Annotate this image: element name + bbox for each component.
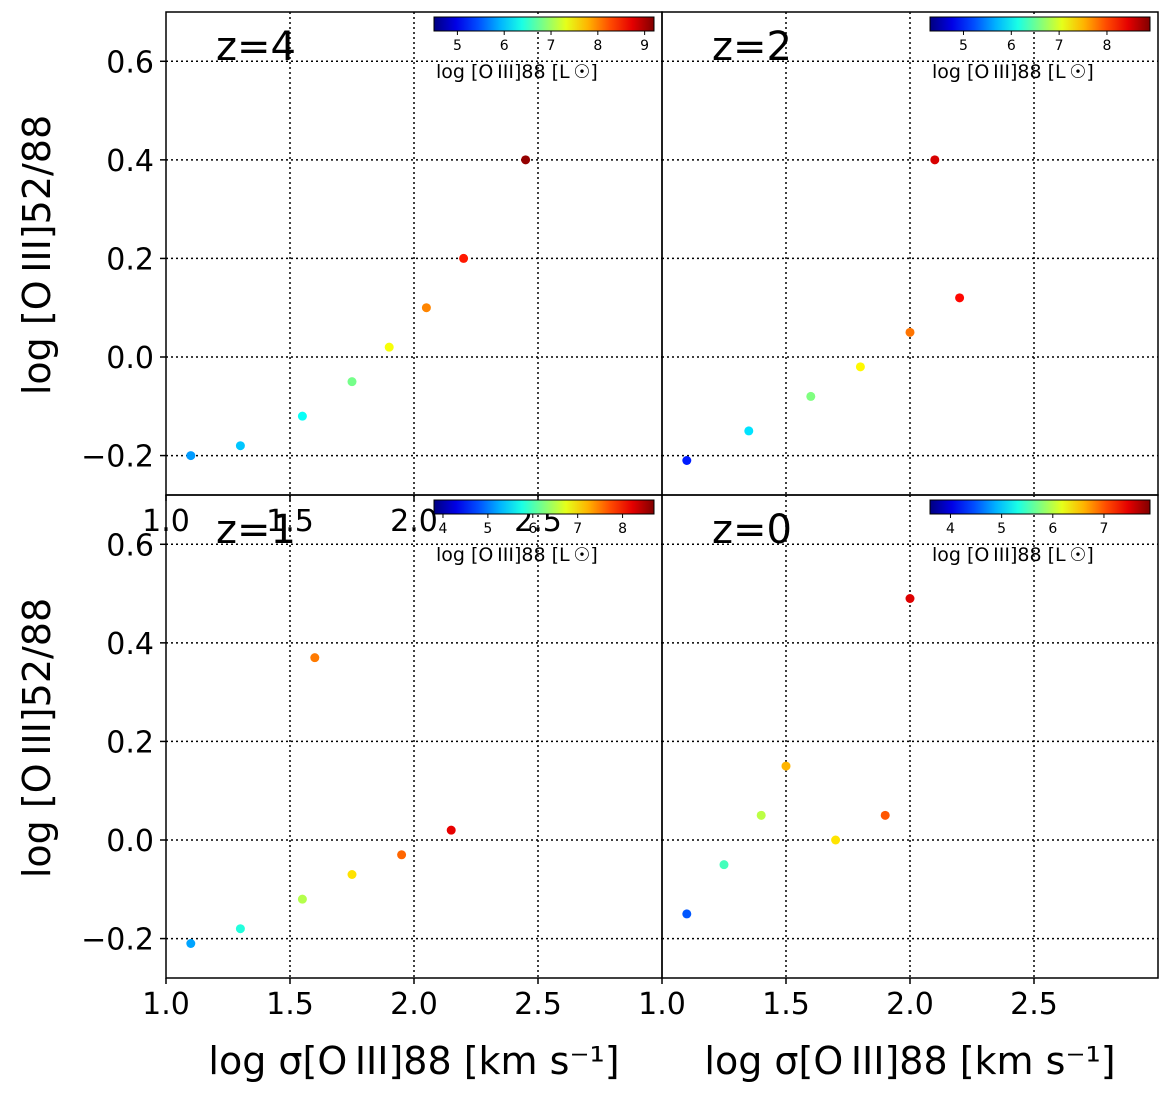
colorbar-tick-label: 8	[618, 521, 627, 537]
y-tick-label: 0.4	[106, 144, 154, 179]
y-tick-label: −0.2	[81, 440, 154, 475]
data-point	[521, 155, 531, 165]
data-point	[781, 761, 791, 771]
colorbar-tick-label: 7	[573, 521, 582, 537]
colorbar-tick-label: 5	[483, 521, 492, 537]
data-point	[905, 327, 915, 337]
colorbar-tick-label: 6	[500, 38, 509, 54]
points-z=0	[682, 594, 915, 919]
x-axis-label-left: log σ[O III]88 [km s⁻¹]	[208, 1039, 619, 1083]
data-point	[297, 894, 307, 904]
data-point	[446, 825, 456, 835]
data-point	[719, 860, 729, 870]
panel-z=4: z=4 5 6 7 8 9 log [O III]88 [L ☉] −0.2 0.0 0.2 0.4…	[81, 11, 663, 539]
colorbar	[433, 16, 655, 32]
x-tick-label: 2.0	[390, 987, 438, 1022]
colorbar-tick-label: 6	[1007, 38, 1016, 54]
y-tick-label: −0.2	[81, 923, 154, 958]
x-tick-label: 1.0	[638, 987, 686, 1022]
colorbar-tick-label: 7	[1099, 521, 1108, 537]
panel-label: z=0	[712, 507, 792, 553]
data-point	[756, 810, 766, 820]
colorbar-label: log [O III]88 [L ☉]	[436, 544, 598, 566]
points-z=2	[682, 155, 965, 465]
panel-label: z=4	[216, 24, 296, 70]
x-tick-label: 2.5	[514, 987, 562, 1022]
data-point	[186, 939, 196, 948]
outer-labels: log [O III]52/88 log [O III]52/88 log σ[…	[15, 115, 1116, 1083]
colorbar-tick-label: 6	[1048, 521, 1057, 537]
colorbar-tick-label: 5	[997, 521, 1006, 537]
colorbar-tick-label: 4	[439, 521, 448, 537]
colorbar-tick-label: 7	[1055, 38, 1064, 54]
colorbar-tick-label: 5	[453, 38, 462, 54]
colorbar	[433, 499, 655, 515]
y-tick-label: 0.6	[106, 528, 154, 563]
data-point	[682, 909, 692, 919]
points-z=1	[186, 653, 456, 948]
colorbar-tick-label: 6	[528, 521, 537, 537]
panel-z=2: z=2 5 6 7 8 log [O III]88 [L ☉]	[661, 11, 1159, 496]
data-point	[347, 377, 357, 387]
y-tick-label: 0.2	[106, 725, 154, 760]
data-point	[682, 456, 692, 465]
colorbar-label: log [O III]88 [L ☉]	[932, 544, 1094, 566]
colorbar-label: log [O III]88 [L ☉]	[436, 61, 598, 83]
data-point	[930, 155, 940, 165]
colorbar-tick-label: 7	[547, 38, 556, 54]
colorbar-label: log [O III]88 [L ☉]	[932, 61, 1094, 83]
y-tick-label: 0.0	[106, 341, 154, 376]
y-tick-label: 0.2	[106, 242, 154, 277]
panel-z=1: z=1 4 5 6 7 8 log [O III]88 [L ☉] −0.2 0.0 0.2 0.4…	[81, 494, 663, 1022]
data-point	[310, 653, 320, 663]
y-tick-label: 0.0	[106, 824, 154, 859]
data-point	[186, 451, 196, 461]
x-tick-label: 1.0	[142, 987, 190, 1022]
data-point	[235, 441, 245, 451]
data-point	[397, 850, 407, 860]
points-z=4	[186, 155, 531, 461]
panel-label: z=2	[712, 24, 792, 70]
y-axis-label-top: log [O III]52/88	[15, 115, 59, 395]
y-tick-label: 0.6	[106, 45, 154, 80]
x-tick-label: 1.5	[266, 987, 314, 1022]
colorbar-tick-label: 8	[593, 38, 602, 54]
data-point	[297, 411, 307, 421]
x-axis-label-right: log σ[O III]88 [km s⁻¹]	[704, 1039, 1115, 1083]
data-point	[855, 362, 865, 372]
panel-z=0: z=0 4 5 6 7 log [O III]88 [L ☉] 1.0 1.5 2.0 2.5	[638, 494, 1159, 1022]
colorbar-tick-label: 5	[959, 38, 968, 54]
x-tick-label: 2.0	[886, 987, 934, 1022]
data-point	[347, 870, 357, 879]
panel-label: z=1	[216, 507, 296, 553]
data-point	[955, 293, 965, 303]
x-tick-label: 2.5	[1010, 987, 1058, 1022]
data-point	[459, 253, 469, 263]
colorbar-tick-label: 8	[1102, 38, 1111, 54]
colorbar	[929, 499, 1151, 515]
y-axis-label-bottom: log [O III]52/88	[15, 598, 59, 878]
data-point	[880, 810, 890, 820]
colorbar-tick-label: 4	[946, 521, 955, 537]
data-point	[905, 594, 915, 603]
data-point	[806, 391, 816, 401]
panels-group: z=4 5 6 7 8 9 log [O III]88 [L ☉] −0.2 0.0 0.2 0.4…	[81, 11, 1159, 1022]
data-point	[384, 342, 394, 352]
colorbar	[929, 16, 1151, 32]
y-tick-label: 0.4	[106, 627, 154, 662]
data-point	[421, 303, 431, 313]
data-point	[831, 835, 841, 845]
data-point	[744, 426, 754, 436]
x-tick-label: 1.5	[762, 987, 810, 1022]
data-point	[235, 924, 245, 934]
colorbar-tick-label: 9	[640, 38, 649, 54]
